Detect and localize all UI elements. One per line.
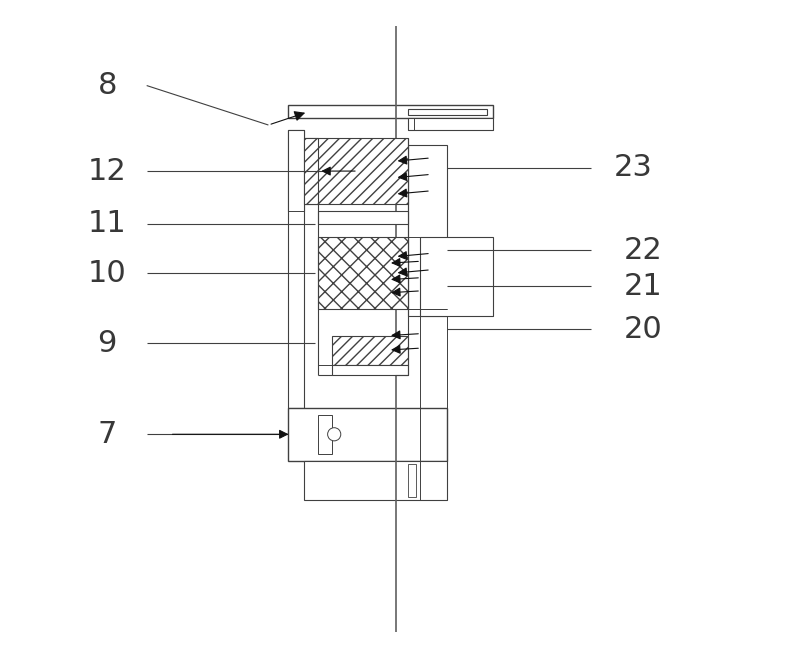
Text: 12: 12: [88, 157, 126, 186]
Bar: [408, 464, 417, 497]
Bar: [408, 118, 494, 130]
Bar: [304, 138, 408, 204]
Bar: [318, 415, 331, 454]
Bar: [331, 336, 408, 365]
Text: 21: 21: [624, 272, 663, 301]
Bar: [318, 237, 408, 309]
Text: 10: 10: [88, 259, 126, 288]
Bar: [288, 408, 447, 461]
Bar: [288, 130, 304, 211]
Circle shape: [328, 428, 341, 441]
Bar: [331, 365, 408, 375]
Text: 9: 9: [98, 329, 117, 358]
Bar: [420, 237, 494, 316]
Text: 8: 8: [98, 71, 117, 100]
Text: 7: 7: [98, 420, 117, 449]
Text: 22: 22: [624, 236, 663, 265]
Bar: [304, 461, 447, 500]
Text: 11: 11: [88, 209, 126, 238]
Text: 20: 20: [624, 315, 663, 343]
Bar: [408, 109, 487, 115]
Bar: [318, 211, 408, 224]
Bar: [408, 145, 447, 316]
Bar: [288, 105, 494, 118]
Text: 23: 23: [614, 153, 653, 182]
Bar: [306, 138, 318, 204]
Bar: [288, 130, 304, 408]
